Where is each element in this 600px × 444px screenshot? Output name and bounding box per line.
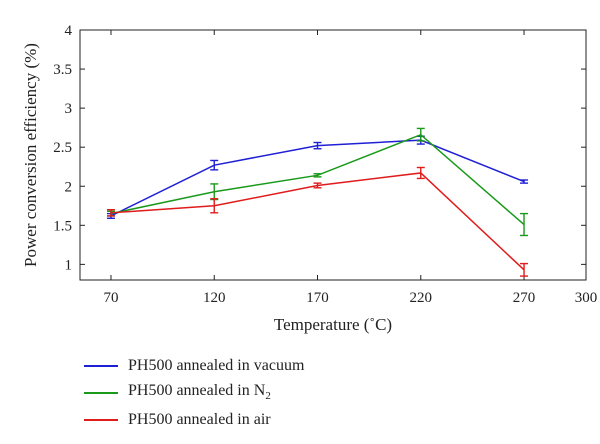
y-tick-label: 2.5 [53, 140, 72, 156]
series-ph500-annealed-in-vacuum [106, 135, 529, 219]
legend-label-text: PH500 annealed in air [128, 410, 271, 428]
x-tick-label: 300 [575, 290, 598, 306]
x-tick-label: 170 [306, 290, 329, 306]
x-tick-label: 70 [103, 290, 118, 306]
y-tick-label: 3 [65, 101, 73, 117]
x-tick-label: 220 [410, 290, 433, 306]
legend-label-text: PH500 annealed in vacuum [128, 356, 305, 374]
x-axis: 70 120 170 220 270 300 [103, 30, 597, 306]
plot-frame [79, 29, 587, 281]
legend-item: PH500 annealed in air [84, 406, 304, 433]
legend-label: PH500 annealed in N2 [128, 382, 271, 402]
legend-label: PH500 annealed in vacuum [128, 357, 304, 375]
y-tick-label: 3.5 [53, 62, 72, 78]
x-tick-label: 120 [203, 290, 226, 306]
y-tick-label: 2 [65, 179, 73, 195]
series-ph500-annealed-in-air [106, 166, 529, 277]
series-line [110, 139, 525, 217]
series-ph500-annealed-in-n2 [106, 127, 529, 237]
legend-swatch [84, 391, 118, 394]
y-axis: 1 1.5 2 2.5 3 3.5 4 [53, 23, 586, 273]
y-axis-title: Power conversion efficiency (%) [21, 43, 40, 267]
legend-swatch [84, 364, 118, 367]
series-layer [106, 127, 529, 277]
legend-label: PH500 annealed in air [128, 411, 271, 429]
legend-label-subscript: 2 [265, 390, 271, 403]
legend-item: PH500 annealed in N2 [84, 379, 304, 406]
x-tick-label: 270 [513, 290, 536, 306]
y-tick-label: 1 [65, 257, 73, 273]
legend: PH500 annealed in vacuum PH500 annealed i… [84, 352, 304, 433]
y-tick-label: 1.5 [53, 218, 72, 234]
plot-border [79, 29, 587, 281]
chart-canvas: 1 1.5 2 2.5 3 3.5 4 70 120 170 220 270 300 Temperat… [21, 23, 597, 334]
y-tick-label: 4 [65, 23, 73, 39]
legend-item: PH500 annealed in vacuum [84, 352, 304, 379]
legend-swatch [84, 418, 118, 421]
legend-label-text: PH500 annealed in N [128, 382, 266, 400]
x-axis-title: Temperature (˚C) [274, 315, 392, 334]
